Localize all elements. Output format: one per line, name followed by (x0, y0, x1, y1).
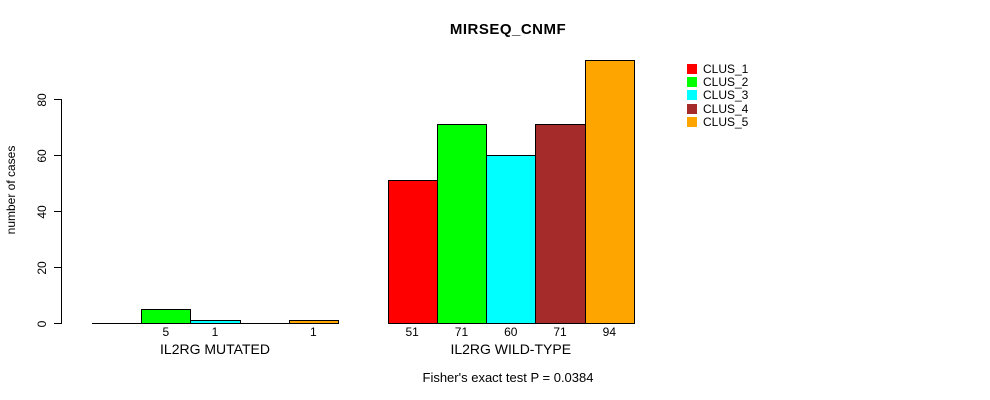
bar-clus-3-il2rg-wild-type (486, 155, 537, 324)
bar-value-label: 5 (162, 325, 170, 339)
legend-swatch-clus-5 (687, 117, 697, 128)
chart-title: MIRSEQ_CNMF (449, 21, 567, 38)
fisher-test-annotation: Fisher's exact test P = 0.0384 (422, 370, 594, 385)
group-baseline (387, 323, 635, 324)
bar-clus-2-il2rg-wild-type (436, 124, 488, 324)
legend-label: CLUS_2 (703, 75, 749, 90)
legend-label: CLUS_1 (703, 61, 749, 76)
bar-value-label: 1 (211, 325, 219, 339)
legend-item-clus-1: CLUS_1 (687, 62, 748, 75)
bar-value-label: 71 (553, 325, 567, 339)
y-tick (54, 267, 61, 268)
y-axis-line (61, 99, 62, 324)
bar-value-label: 60 (504, 325, 518, 339)
y-tick-label: 40 (35, 204, 49, 219)
y-tick (54, 155, 61, 156)
bar-clus-2-il2rg-mutated (141, 309, 192, 324)
y-tick (54, 211, 61, 212)
legend-label: CLUS_4 (703, 101, 749, 116)
legend-swatch-clus-1 (687, 63, 697, 74)
legend-label: CLUS_3 (703, 88, 749, 103)
bar-clus-1-il2rg-wild-type (387, 180, 438, 324)
group-baseline (92, 323, 339, 324)
legend: CLUS_1 CLUS_2 CLUS_3 CLUS_4 CLUS_5 (687, 62, 748, 129)
bar-value-label: 1 (310, 325, 317, 339)
bar-clus-5-il2rg-wild-type (584, 59, 635, 324)
y-tick-label: 20 (35, 260, 49, 275)
legend-item-clus-4: CLUS_4 (687, 102, 748, 115)
legend-item-clus-2: CLUS_2 (687, 75, 748, 88)
legend-item-clus-5: CLUS_5 (687, 116, 748, 129)
legend-swatch-clus-2 (687, 77, 697, 88)
legend-label: CLUS_5 (703, 115, 749, 130)
bar-clus-4-il2rg-wild-type (535, 124, 586, 324)
group-label-il2rg-mutated: IL2RG MUTATED (160, 341, 270, 357)
y-tick-label: 80 (35, 92, 49, 107)
y-tick-label: 0 (35, 320, 49, 327)
bar-value-label: 51 (405, 325, 419, 339)
bar-value-label: 71 (454, 325, 469, 339)
legend-swatch-clus-3 (687, 90, 697, 101)
y-tick (54, 99, 61, 100)
y-tick-label: 60 (35, 148, 49, 163)
y-axis-label: number of cases (4, 145, 18, 235)
legend-item-clus-3: CLUS_3 (687, 89, 748, 102)
group-label-il2rg-wild-type: IL2RG WILD-TYPE (450, 341, 572, 357)
y-tick (54, 323, 61, 324)
legend-swatch-clus-4 (687, 103, 697, 114)
bar-value-label: 94 (602, 325, 617, 339)
